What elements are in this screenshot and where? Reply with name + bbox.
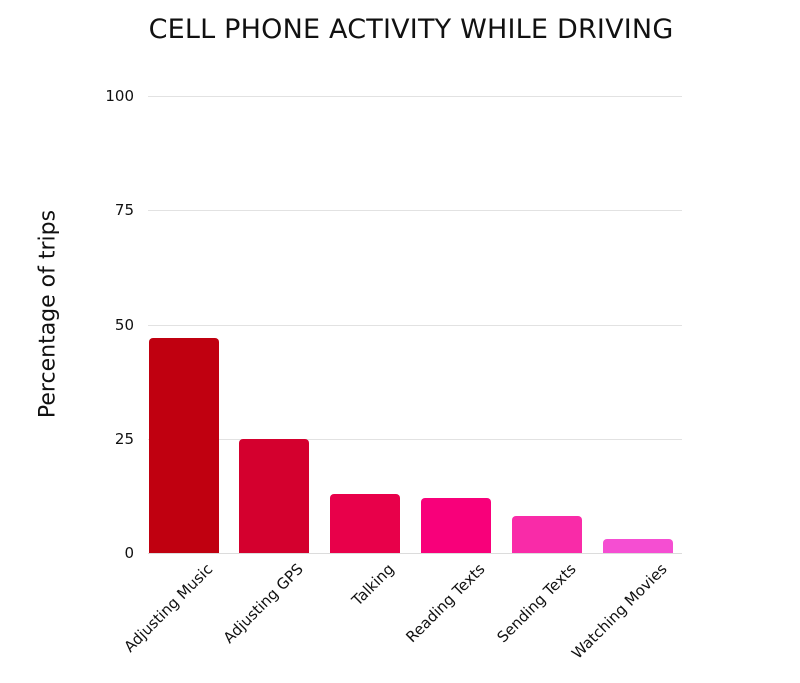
bar-reading-texts — [420, 498, 491, 553]
x-tick-label: Sending Texts — [493, 560, 580, 647]
gridline — [148, 96, 682, 97]
bar-adjusting-gps — [239, 438, 310, 553]
y-tick-label: 0 — [124, 544, 134, 562]
x-tick-label: Adjusting GPS — [220, 560, 308, 648]
y-tick-label: 100 — [105, 87, 134, 105]
x-axis-baseline — [148, 553, 682, 554]
y-tick-label: 75 — [114, 201, 134, 220]
y-axis-label: Percentage of trips — [35, 209, 61, 419]
plot-area: 0 25 50 75 100 — [105, 87, 682, 562]
y-tick-label: 25 — [114, 429, 134, 448]
y-tick-label: 50 — [114, 315, 134, 334]
bar-talking — [330, 493, 401, 553]
x-tick-label: Talking — [348, 560, 398, 610]
x-tick-label: Reading Texts — [402, 560, 489, 647]
gridline — [148, 438, 682, 440]
bar-watching-movies — [602, 539, 673, 553]
bar-sending-texts — [511, 516, 582, 553]
chart-title: CELL PHONE ACTIVITY WHILE DRIVING — [148, 14, 674, 45]
gridline — [148, 210, 682, 212]
x-tick-label: Adjusting Music — [120, 560, 217, 656]
x-tick-label: Watching Movies — [567, 560, 671, 663]
gridline — [148, 324, 682, 326]
bar-adjusting-music — [148, 338, 219, 553]
